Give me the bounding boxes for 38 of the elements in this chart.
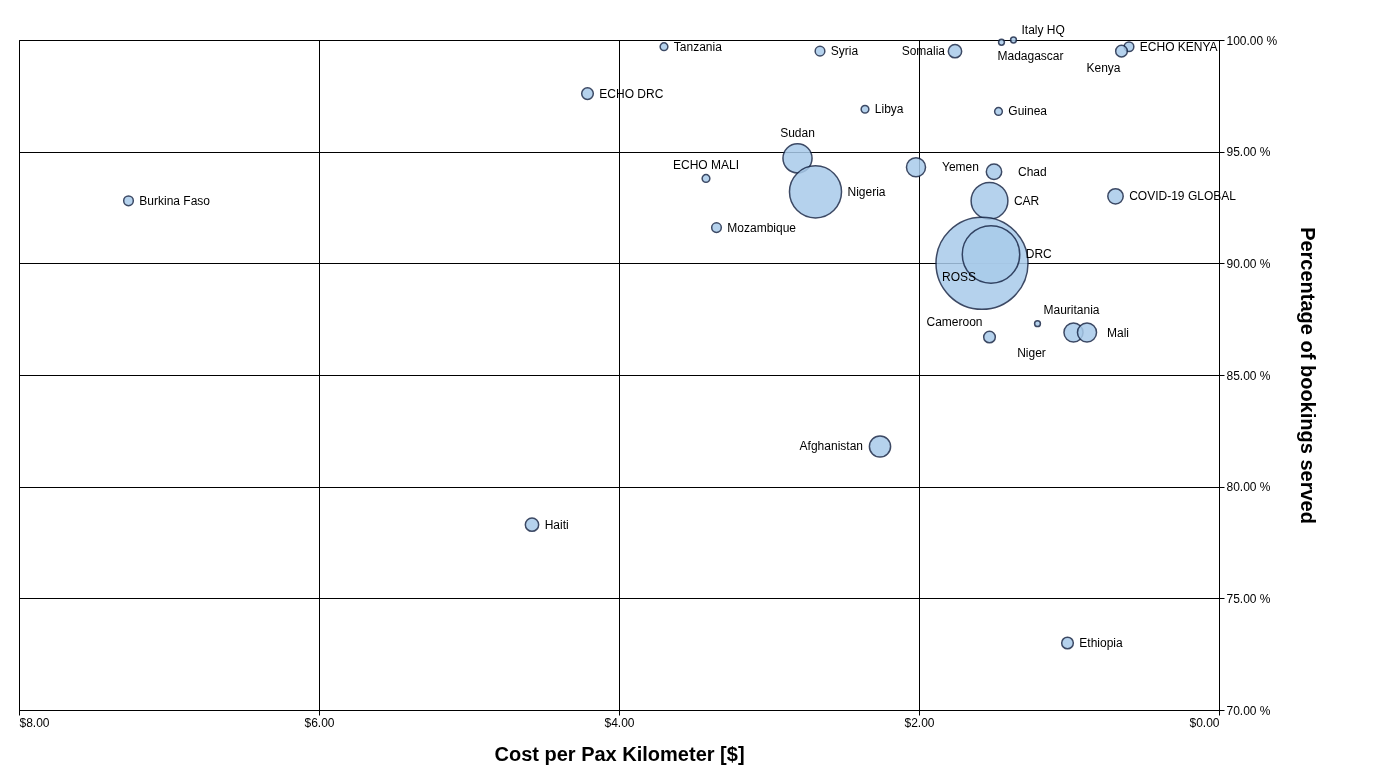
annotation: ROSS [942,270,977,285]
annotation: Sudan [780,126,815,141]
annotation: Mozambique [727,220,797,235]
x-tick-label: $6.00 [304,715,335,730]
x-axis-title: Cost per Pax Kilometer [$] [494,742,745,765]
annotation: Afghanistan [799,439,863,454]
y-tick-label: 100.00 % [1226,33,1278,48]
y-tick-label: 85.00 % [1226,368,1271,383]
annotation: Chad [1018,164,1047,179]
y-tick-label: 90.00 % [1226,256,1271,271]
x-tick-label: $8.00 [19,715,50,730]
annotation: Guinea [1008,104,1048,119]
annotation: Cameroon [926,315,983,330]
annotation: Madagascar [997,49,1064,64]
annotation: Kenya [1086,61,1121,76]
annotation: Syria [830,44,859,59]
annotation: CAR [1013,193,1040,208]
y-tick-label: 95.00 % [1226,145,1271,160]
annotation: Nigeria [847,184,886,199]
annotation: Italy HQ [1021,23,1065,37]
y-tick-label: 80.00 % [1226,480,1271,495]
annotation: Ethiopia [1079,636,1124,650]
annotation: Mauritania [1043,302,1100,317]
annotation: ECHO KENYA [1139,39,1218,54]
annotation: Niger [1017,345,1046,360]
annotation: Libya [874,102,904,117]
annotation: ECHO MALI [672,158,740,173]
y-tick-label: 70.00 % [1226,703,1271,718]
annotation: Mali [1107,325,1130,340]
x-tick-label: $4.00 [604,715,635,730]
y-tick-label: 75.00 % [1226,591,1271,606]
annotation: Haiti [544,517,569,532]
x-tick-label: $0.00 [1189,715,1220,730]
annotation: Burkina Faso [139,193,211,208]
annotation: Tanzania [673,39,723,54]
annotation: Yemen [942,160,979,175]
y-axis-title: Percentage of bookings served [1297,227,1320,524]
x-tick-label: $2.00 [904,715,935,730]
